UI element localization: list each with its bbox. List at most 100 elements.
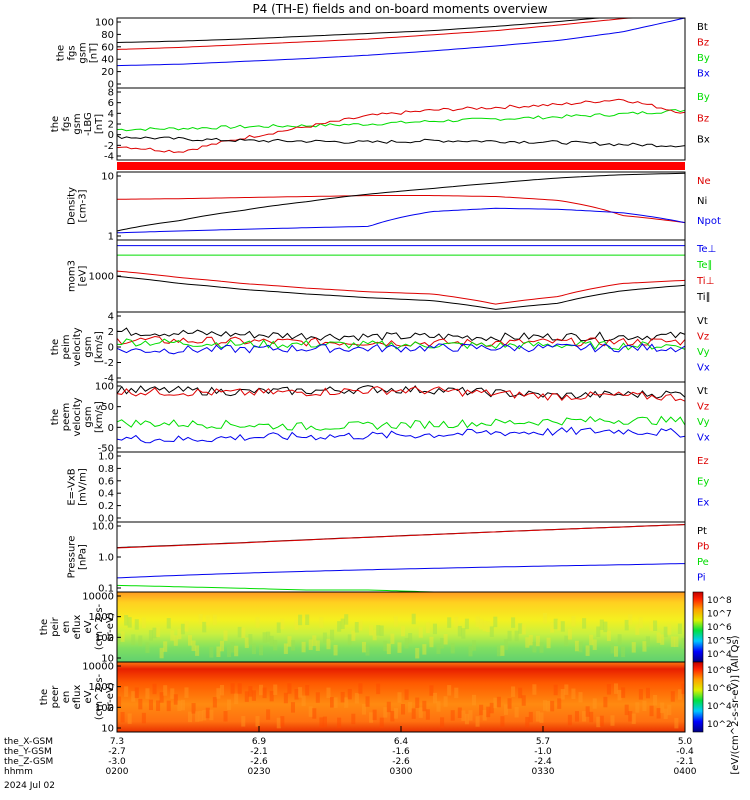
spectrogram-cell <box>582 711 587 722</box>
spectrogram-cell <box>301 695 306 707</box>
spectrogram-cell <box>503 639 508 650</box>
spectrogram-cell <box>308 706 313 717</box>
spectrogram-cell <box>528 711 533 723</box>
spectrogram-cell <box>386 701 391 713</box>
spectrogram-cell <box>365 696 370 707</box>
x-axis-value: 7.3 <box>110 737 124 747</box>
spectrogram-cell <box>361 704 366 715</box>
spectrogram-cell <box>326 687 331 699</box>
spectrogram-cell <box>599 619 604 631</box>
spectrogram-cell <box>141 712 146 724</box>
y-axis-label: fgs <box>67 45 78 60</box>
spectrogram-cell <box>532 684 537 695</box>
y-axis-label: peer <box>50 685 61 709</box>
spectrogram-cell <box>447 617 452 628</box>
y-axis-label: the <box>39 689 50 705</box>
spectrogram-cell <box>184 687 189 698</box>
spectrogram-cell <box>681 638 686 649</box>
panel-9: 10^8 10^6 10^4 10^2 10000 1000 100 10 the peer en e… <box>39 661 732 735</box>
spectrogram-cell <box>628 614 633 625</box>
spectrogram-cell <box>237 626 242 638</box>
spectrogram-cell <box>503 704 508 715</box>
spectrogram-cell <box>202 621 207 633</box>
spectrogram-cell <box>560 621 565 632</box>
spectrogram-cell <box>468 645 473 657</box>
spectrogram-cell <box>308 639 313 650</box>
spectrogram-cell <box>667 624 672 635</box>
spectrogram-cell <box>422 644 427 655</box>
spectrogram-cell <box>124 686 129 697</box>
y-tick-label: 2 <box>108 120 114 131</box>
spectrogram-cell <box>202 709 207 721</box>
spectrogram-cell <box>489 702 494 714</box>
spectrogram-cell <box>401 625 406 637</box>
spectrogram-cell <box>461 710 466 721</box>
spectrogram-cell <box>514 630 519 642</box>
spectrogram-cell <box>283 643 288 654</box>
y-tick-label: -2 <box>104 141 114 152</box>
spectrogram-cell <box>411 708 416 719</box>
legend-label: Bz <box>697 38 709 49</box>
spectrogram-cell <box>436 701 441 712</box>
spectrogram <box>117 662 685 732</box>
spectrogram-cell <box>592 698 597 709</box>
spectrogram-cell <box>578 692 583 703</box>
spectrogram-cell <box>188 635 193 646</box>
quality-flag-bar <box>117 162 685 170</box>
y-tick-label: 10000 <box>82 592 114 603</box>
y-tick-label: 0 <box>108 80 114 91</box>
legend-label: Ti∥ <box>696 292 711 303</box>
spectrogram-cell <box>603 621 608 633</box>
panel-frame <box>116 87 686 161</box>
y-axis-label: gsm <box>72 113 83 134</box>
y-axis-label: Pressure <box>67 536 78 579</box>
y-tick-label: 1.0 <box>98 452 114 463</box>
y-tick-label: 100 <box>95 633 114 644</box>
y-tick-label: 10 <box>101 654 114 665</box>
panel-7: 10.0 1.0 0.1 Pressure [nPa] Pt Pb Pe Pi <box>67 521 709 595</box>
y-tick-label: -4 <box>104 152 114 163</box>
spectrogram-cell <box>134 687 139 698</box>
series-line <box>116 17 686 67</box>
spectrogram-cell <box>280 716 285 727</box>
spectrogram-cell <box>173 694 178 705</box>
legend-label: Pb <box>697 542 709 553</box>
spectrogram-cell <box>177 628 182 640</box>
y-axis-label: the <box>50 409 61 425</box>
y-axis-label: [eV] <box>78 266 89 287</box>
spectrogram-cell <box>518 687 523 699</box>
spectrogram-cell <box>163 685 168 696</box>
spectrogram-cell <box>543 700 548 711</box>
series-line <box>116 17 685 50</box>
series-line <box>116 275 686 310</box>
spectrogram-cell <box>227 699 232 710</box>
y-tick-label: 100 <box>95 382 114 393</box>
legend-label: Vx <box>697 433 710 444</box>
spectrogram-cell <box>432 692 437 704</box>
spectrogram-cell <box>170 688 175 699</box>
y-axis-label: [km/s] <box>94 331 105 363</box>
colorbar <box>692 661 704 733</box>
spectrogram-cell <box>170 630 175 641</box>
spectrogram-cell <box>198 710 203 722</box>
series-line <box>116 327 686 342</box>
spectrogram-cell <box>177 700 182 711</box>
spectrogram-cell <box>525 637 530 648</box>
spectrogram-cell <box>479 704 484 716</box>
spectrogram-cell <box>230 683 235 694</box>
x-axis-value: -2.6 <box>250 757 268 767</box>
spectrogram-cell <box>656 632 661 643</box>
spectrogram-cell <box>216 688 221 699</box>
y-tick-label: 1000 <box>89 682 114 693</box>
y-tick-label: 4 <box>108 109 114 120</box>
spectrogram-cell <box>131 634 136 645</box>
spectrogram-cell <box>347 634 352 645</box>
spectrogram-cell <box>617 689 622 701</box>
spectrogram-cell <box>429 685 434 696</box>
spectrogram-cell <box>294 689 299 700</box>
spectrogram-cell <box>674 636 679 647</box>
spectrogram-cell <box>550 700 555 712</box>
spectrogram-cell <box>347 688 352 700</box>
spectrogram-cell <box>482 710 487 721</box>
series-line <box>116 17 685 43</box>
